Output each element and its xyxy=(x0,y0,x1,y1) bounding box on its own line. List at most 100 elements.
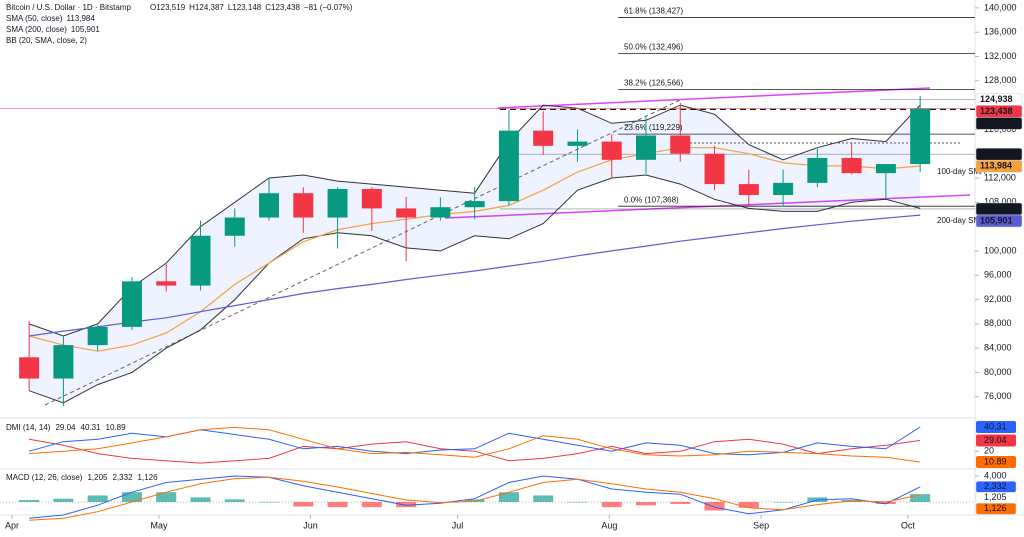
histogram-bar xyxy=(293,501,314,507)
y-tick-label: 20 xyxy=(984,446,994,456)
y-tick-label: 132,000 xyxy=(984,51,1017,61)
histogram-bar xyxy=(567,501,588,503)
sma-line xyxy=(29,214,921,337)
histogram-bar xyxy=(636,501,657,506)
price-label-box xyxy=(975,214,1023,228)
legend-label: BB (20, SMA, close, 2) xyxy=(6,36,87,45)
candle-body xyxy=(293,193,314,218)
candle-body xyxy=(156,281,177,286)
dmi-line xyxy=(29,438,921,464)
ohlc-value: −81 (−0.07%) xyxy=(304,3,353,12)
price-label: 105,901 xyxy=(980,215,1013,225)
y-tick-label: 88,000 xyxy=(984,318,1012,328)
bb-fill xyxy=(29,105,921,403)
histogram-bar xyxy=(670,501,691,504)
candle-body xyxy=(224,217,245,236)
sma-note: 100-day SMA xyxy=(937,167,986,176)
axis-label: 2,332 xyxy=(984,481,1007,491)
price-label-box xyxy=(975,117,1023,130)
candle-body xyxy=(327,188,348,218)
candle-body xyxy=(875,164,896,174)
legend: Bitcoin / U.S. Dollar · 1D · Bitstamp xyxy=(6,3,131,12)
histogram-bar xyxy=(87,495,108,502)
bb-lower xyxy=(28,174,921,404)
histogram-bar xyxy=(738,501,759,508)
candle-body xyxy=(361,188,382,209)
y-tick-label: 84,000 xyxy=(984,343,1012,353)
histogram-bar xyxy=(327,501,348,508)
x-tick-label: Aug xyxy=(601,520,617,530)
legend-value: 113,984 xyxy=(66,14,95,23)
legend-value: 105,901 xyxy=(71,25,100,34)
axis-label: 10.89 xyxy=(984,456,1007,466)
legend-value: 40.31 xyxy=(81,423,102,432)
candle-body xyxy=(190,235,211,286)
candle-body xyxy=(636,135,657,160)
price-label: 123,438 xyxy=(980,106,1013,116)
y-tick-label: 76,000 xyxy=(984,391,1012,401)
y-tick-label: 108,000 xyxy=(984,197,1017,207)
axis-label: 1,126 xyxy=(984,503,1007,513)
x-tick-label: Sep xyxy=(753,520,769,530)
histogram-bar xyxy=(498,492,519,502)
legend-value: 1,126 xyxy=(138,473,159,482)
y-tick-label: 80,000 xyxy=(984,367,1012,377)
histogram-bar xyxy=(121,492,142,502)
histogram-bar xyxy=(19,500,40,502)
legend-value: 10.89 xyxy=(106,423,127,432)
pane-title: MACD (12, 26, close) xyxy=(6,473,83,482)
macd-line xyxy=(29,476,921,521)
dmi-line xyxy=(29,426,921,463)
candle-body xyxy=(396,208,417,218)
price-label-box xyxy=(975,159,1023,173)
x-tick-label: Oct xyxy=(901,520,916,530)
axis-label: 40.31 xyxy=(984,421,1007,431)
price-label: 113,984 xyxy=(980,161,1012,171)
axis-label-box xyxy=(976,421,1016,434)
histogram-bar xyxy=(875,501,896,504)
candle-body xyxy=(773,182,794,196)
legend-label: SMA (50, close) xyxy=(6,14,63,23)
price-label: 115,924 xyxy=(980,149,1012,159)
legend-label: SMA (200, close) xyxy=(6,25,67,34)
candle-body xyxy=(498,130,519,202)
candle-body xyxy=(464,201,485,208)
candle-body xyxy=(910,108,931,165)
axis-label-box xyxy=(975,503,1017,515)
ohlc-value: H124,387 xyxy=(189,3,224,12)
x-tick-label: Apr xyxy=(5,520,19,530)
y-tick-label: 140,000 xyxy=(984,2,1017,12)
candle-body xyxy=(19,357,40,379)
histogram-bar xyxy=(910,494,931,502)
candle-body xyxy=(841,157,862,174)
y-tick-label: 96,000 xyxy=(984,270,1012,280)
symbol: Bitcoin / U.S. Dollar · 1D · Bitstamp xyxy=(6,3,131,12)
histogram-bar xyxy=(156,492,177,502)
axis-label: 1,205 xyxy=(984,492,1007,502)
candle-body xyxy=(567,141,588,146)
candle-body xyxy=(704,153,725,185)
channel-line xyxy=(497,87,931,109)
ohlc-value: L123,148 xyxy=(228,3,262,12)
y-tick-label: 100,000 xyxy=(984,245,1017,255)
y-tick-label: 4,000 xyxy=(984,470,1007,480)
sma-note: 200-day SMA xyxy=(937,216,986,225)
histogram-bar xyxy=(601,501,622,508)
fib-label: 0.0% (107,368) xyxy=(624,195,679,204)
ohlc-value: O123,519 xyxy=(150,3,186,12)
trend-line xyxy=(44,99,681,406)
ohlc-value: C123,438 xyxy=(265,3,300,12)
histogram-bar xyxy=(464,499,485,502)
candle-body xyxy=(533,130,554,146)
y-tick-label: 92,000 xyxy=(984,294,1012,304)
fib-label: 38.2% (126,566) xyxy=(624,79,683,88)
candle-body xyxy=(430,207,451,218)
fib-label: 23.6% (119,229) xyxy=(624,123,683,132)
x-tick-label: May xyxy=(151,520,169,530)
y-tick-label: 136,000 xyxy=(984,27,1017,37)
candle-body xyxy=(121,281,142,327)
price-label: 106,911 xyxy=(980,203,1012,213)
legend-value: 2,332 xyxy=(113,473,134,482)
candle-body xyxy=(259,193,280,218)
